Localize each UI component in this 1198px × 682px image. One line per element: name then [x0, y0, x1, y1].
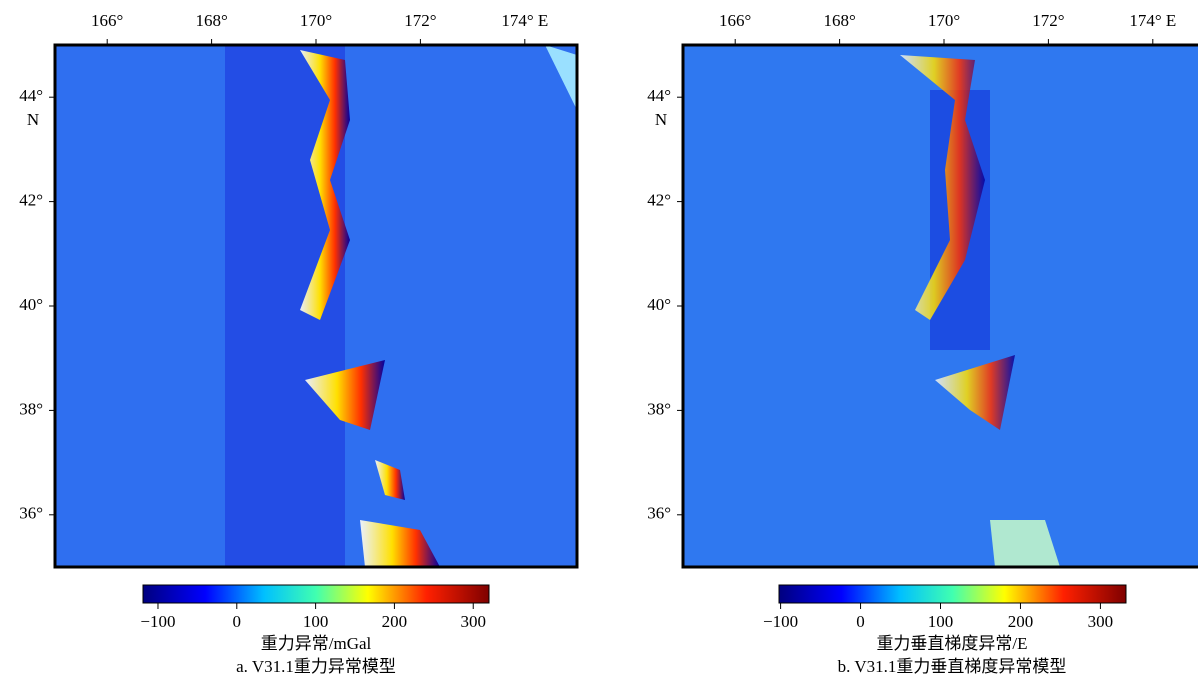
- lat-tick-label: 44°: [647, 86, 671, 105]
- lat-tick-label: 36°: [647, 504, 671, 523]
- colorbar: [142, 584, 490, 604]
- lon-tick-label: 170°: [300, 11, 332, 30]
- lat-tick-label: 38°: [19, 399, 43, 418]
- map-a: [55, 45, 577, 567]
- lat-tick-label: 44°: [19, 86, 43, 105]
- colorbar-tick-label: 100: [303, 612, 329, 631]
- colorbar-tick-label: −100: [763, 612, 798, 631]
- caption: a. V31.1重力异常模型: [236, 657, 396, 676]
- colorbar-tick-label: 0: [233, 612, 242, 631]
- lon-tick-label: 174° E: [501, 11, 548, 30]
- lon-tick-label: 170°: [928, 11, 960, 30]
- lon-tick-label: 166°: [91, 11, 123, 30]
- colorbar-label: 重力异常/mGal: [261, 634, 372, 653]
- lat-tick-label: 42°: [19, 191, 43, 210]
- colorbar-tick-label: 300: [1088, 612, 1114, 631]
- colorbar-tick-label: −100: [140, 612, 175, 631]
- colorbar-tick-label: 300: [460, 612, 486, 631]
- colorbar: [778, 584, 1127, 604]
- lat-tick-label: 42°: [647, 191, 671, 210]
- lon-tick-label: 172°: [404, 11, 436, 30]
- caption: b. V31.1重力垂直梯度异常模型: [838, 657, 1067, 676]
- colorbar-label: 重力垂直梯度异常/E: [876, 634, 1027, 653]
- map-b: [683, 45, 1198, 567]
- lat-tick-label: 36°: [19, 504, 43, 523]
- lon-tick-label: 172°: [1032, 11, 1064, 30]
- lon-tick-label: 166°: [719, 11, 751, 30]
- colorbar-tick-label: 200: [382, 612, 408, 631]
- lat-tick-label: 38°: [647, 399, 671, 418]
- colorbar-tick-label: 100: [928, 612, 954, 631]
- lon-tick-label: 174° E: [1129, 11, 1176, 30]
- colorbar-tick-label: 0: [856, 612, 865, 631]
- lat-tick-label: 40°: [19, 295, 43, 314]
- lon-tick-label: 168°: [195, 11, 227, 30]
- lon-tick-label: 168°: [823, 11, 855, 30]
- colorbar-tick-label: 200: [1008, 612, 1034, 631]
- lat-hemisphere: N: [27, 110, 39, 129]
- lat-hemisphere: N: [655, 110, 667, 129]
- lat-tick-label: 40°: [647, 295, 671, 314]
